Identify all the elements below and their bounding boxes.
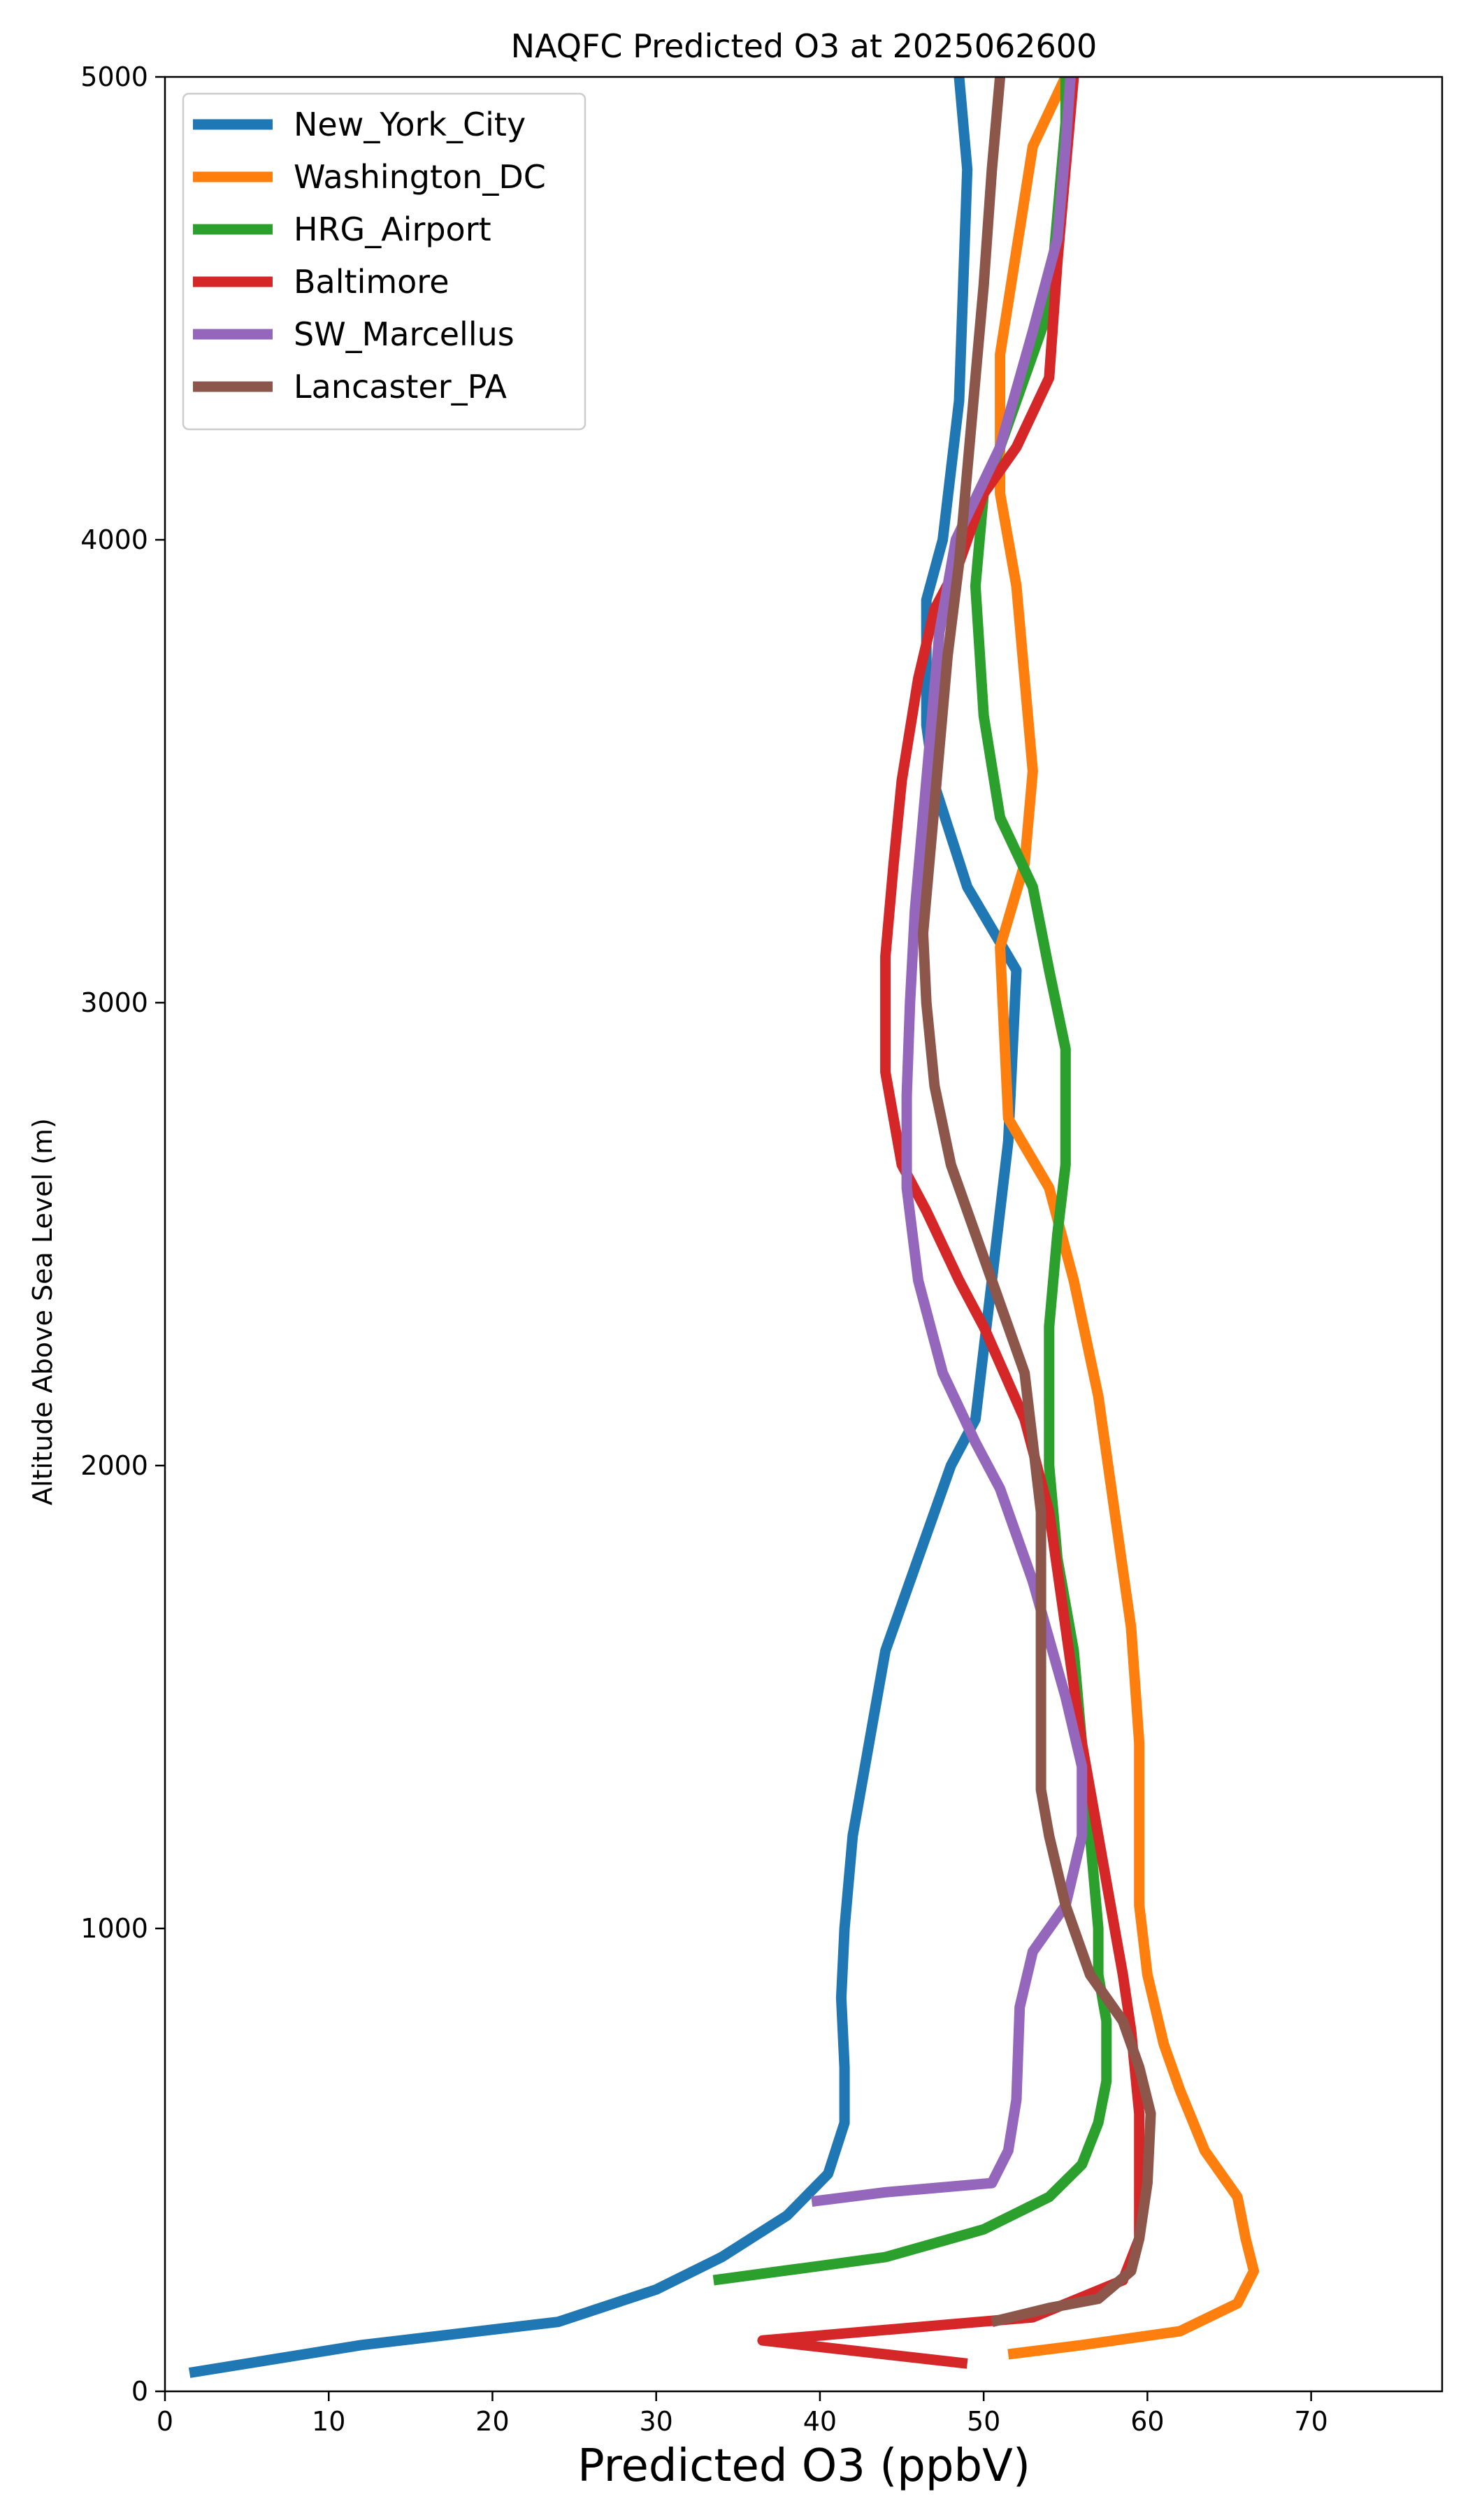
legend-label: Washington_DC: [294, 158, 546, 196]
y-axis-label: Altitude Above Sea Level (m): [27, 1118, 58, 1505]
legend-label: Lancaster_PA: [294, 368, 507, 406]
plot-area: [188, 77, 1260, 2378]
x-axis-label: Predicted O3 (ppbV): [577, 2440, 1030, 2492]
plot-frame: [164, 76, 1444, 2393]
axes: 0 10 20 30 40 50 60 70 0 1000 2000 3000 4000 5000: [80, 62, 1444, 2437]
legend: New_York_City Washington_DC HRG_Airport Bal…: [182, 92, 587, 431]
y-tick-label: 3000: [80, 987, 148, 1018]
x-tick-label: 0: [157, 2406, 173, 2437]
legend-label: Baltimore: [294, 263, 449, 301]
x-tick-label: 20: [475, 2406, 509, 2437]
legend-label: SW_Marcellus: [294, 315, 514, 353]
legend-box: [182, 92, 587, 431]
x-tick-label: 10: [312, 2406, 345, 2437]
chart-title: NAQFC Predicted O3 at 2025062600: [511, 27, 1098, 65]
x-tick-label: 70: [1294, 2406, 1327, 2437]
legend-label: HRG_Airport: [294, 210, 491, 248]
x-tick-label: 50: [967, 2406, 1000, 2437]
series-lines: [188, 77, 1260, 2378]
y-tick-label: 4000: [80, 524, 148, 555]
y-tick-label: 1000: [80, 1913, 148, 1944]
legend-label: New_York_City: [294, 106, 526, 143]
x-tick-label: 30: [640, 2406, 673, 2437]
x-tick-label: 60: [1130, 2406, 1164, 2437]
y-tick-label: 0: [131, 2376, 148, 2407]
series-line-baltimore: [757, 77, 1145, 2369]
x-tick-label: 40: [803, 2406, 837, 2437]
y-tick-label: 2000: [80, 1450, 148, 1481]
series-line-sw-marcellus: [811, 77, 1088, 2207]
series-line-lancaster-pa: [918, 77, 1156, 2327]
y-tick-label: 5000: [80, 62, 148, 92]
series-line-washington-dc: [995, 77, 1260, 2360]
